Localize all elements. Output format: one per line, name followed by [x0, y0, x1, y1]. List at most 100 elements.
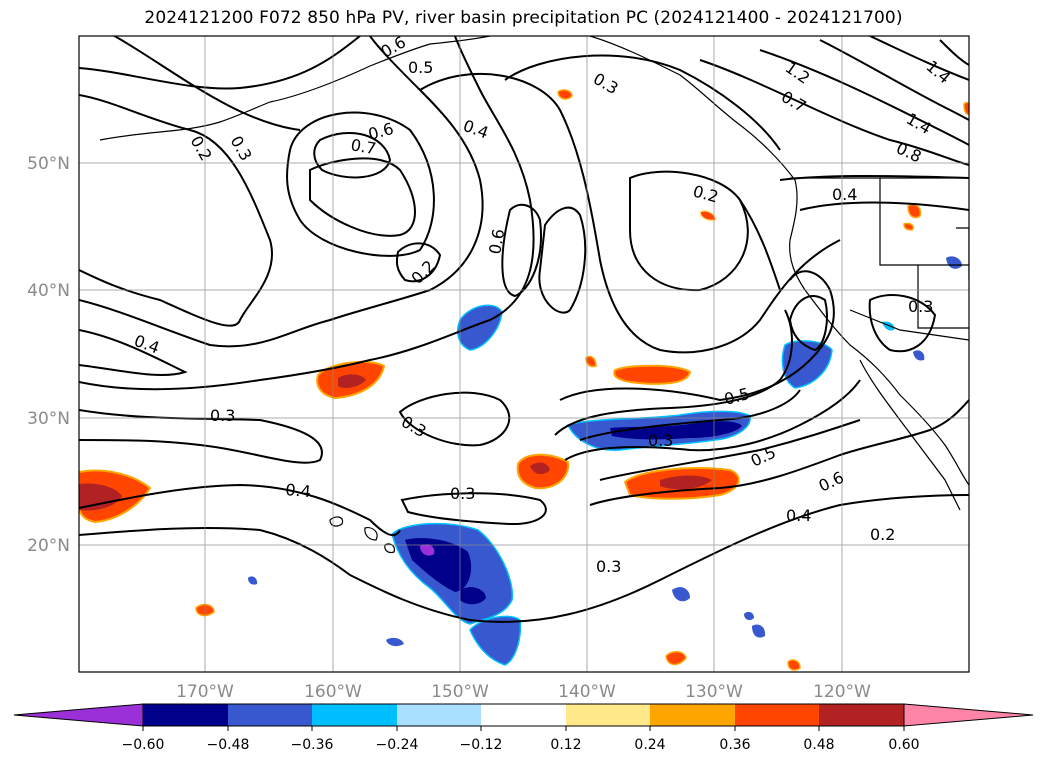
latitude-labels: 50°N 40°N 30°N 20°N	[27, 154, 70, 556]
pv-contour	[79, 36, 535, 391]
contour-label: 0.6	[485, 227, 508, 255]
positive-precip-spot	[699, 209, 717, 222]
negative-precip-area	[457, 304, 503, 351]
positive-precip-area	[613, 364, 692, 385]
negative-precip-extreme	[420, 544, 435, 556]
negative-precip-spot	[752, 624, 766, 638]
contour-label: 0.4	[832, 185, 857, 204]
lat-label: 40°N	[27, 281, 70, 301]
pv-contour	[313, 131, 392, 179]
pv-contour	[554, 309, 793, 436]
longitude-labels: 170°W 160°W 150°W 140°W 130°W 120°W	[176, 682, 871, 702]
pv-contour	[819, 39, 969, 121]
negative-precip-spot	[946, 256, 962, 269]
pv-contour	[788, 295, 828, 352]
pv-contour	[629, 170, 749, 292]
colorbar-frame	[142, 703, 905, 727]
lon-label: 170°W	[176, 682, 234, 702]
pv-contour	[79, 329, 188, 376]
colorbar-tick-label: −0.60	[122, 737, 165, 753]
colorbar-segment	[735, 704, 819, 726]
colorbar-segment	[228, 704, 312, 726]
positive-precip-core	[338, 374, 366, 388]
pv-contour	[419, 72, 841, 354]
lon-label: 130°W	[685, 682, 743, 702]
positive-precip-spot	[557, 89, 573, 100]
negative-precip-core	[460, 587, 486, 605]
colorbar: −0.60 −0.48 −0.36 −0.24 −0.12 0.12 0.24 …	[13, 703, 1034, 753]
colorbar-tick-label: 0.48	[803, 737, 834, 753]
pv-contour	[939, 39, 969, 66]
positive-precip-core	[530, 462, 550, 475]
pv-contour	[589, 399, 969, 506]
coastline-aleutians	[99, 101, 271, 141]
lat-label: 20°N	[27, 536, 70, 556]
contour-label: 0.2	[870, 525, 895, 544]
negative-precip-spot	[386, 637, 404, 647]
pv-contour	[398, 391, 511, 447]
plot-frame	[78, 35, 970, 673]
coastline-hawaii	[329, 516, 395, 554]
negative-precip-spot	[744, 611, 754, 621]
pv-contour	[286, 111, 435, 257]
lon-label: 140°W	[558, 682, 616, 702]
coastline-baja	[859, 359, 961, 511]
pv-contours	[79, 36, 969, 623]
pv-contour	[309, 157, 416, 237]
pv-contour	[868, 294, 937, 353]
gridlines	[79, 36, 969, 672]
colorbar-segment	[397, 704, 481, 726]
pv-contour	[395, 242, 442, 283]
positive-precip-core	[660, 475, 712, 490]
positive-precip-spot	[787, 659, 801, 671]
pv-contour	[559, 270, 835, 402]
pv-contour	[538, 206, 587, 314]
negative-precip-area	[469, 615, 522, 666]
colorbar-tick-label: −0.48	[207, 737, 250, 753]
positive-precip-spot	[903, 222, 915, 231]
contour-label: 0.5	[408, 58, 433, 77]
negative-precip-spot	[248, 576, 258, 585]
pv-contour	[599, 419, 861, 481]
contour-label: 0.3	[596, 557, 621, 576]
colorbar-segment	[312, 704, 397, 726]
colorbar-segment	[819, 704, 904, 726]
colorbar-tick-label: 0.12	[550, 737, 581, 753]
pv-contour	[79, 494, 969, 623]
colorbar-segment	[650, 704, 735, 726]
negative-precip-core	[405, 538, 472, 592]
positive-precip-spot	[963, 101, 969, 116]
plot-area	[79, 36, 969, 672]
negative-precip-spot	[672, 587, 690, 602]
colorbar-segment	[566, 704, 650, 726]
pv-contour	[79, 36, 484, 348]
colorbar-tick-label: −0.24	[376, 737, 419, 753]
pv-contour	[501, 203, 542, 298]
contour-label: 0.3	[648, 431, 673, 450]
pv-contour	[504, 54, 781, 151]
pv-contour	[699, 59, 969, 166]
lat-label: 50°N	[27, 154, 70, 174]
contour-label: 0.7	[349, 135, 377, 158]
positive-precip-core	[79, 483, 122, 511]
lat-label: 30°N	[27, 409, 70, 429]
contour-label: 0.4	[786, 506, 811, 525]
pv-contour	[79, 94, 273, 327]
positive-precip-spot	[665, 651, 687, 666]
contour-label: 0.3	[210, 406, 235, 425]
coastline-alaska	[269, 36, 491, 103]
pv-contour	[79, 36, 361, 90]
colorbar-ticks	[142, 726, 905, 731]
colorbar-extend-high	[903, 703, 1034, 727]
contour-label: 0.3	[450, 484, 475, 503]
pv-contour	[799, 201, 969, 211]
pv-contour	[79, 483, 401, 537]
negative-precip-spot	[913, 350, 925, 361]
pv-contour	[759, 49, 969, 146]
colorbar-tick-label: 0.36	[719, 737, 750, 753]
negative-precip-core	[610, 421, 742, 440]
pv-contour	[564, 379, 861, 461]
pv-contour	[400, 492, 547, 526]
colorbar-tick-label: 0.60	[888, 737, 919, 753]
